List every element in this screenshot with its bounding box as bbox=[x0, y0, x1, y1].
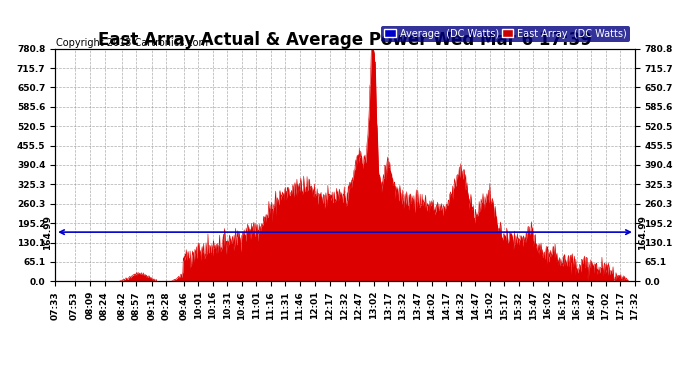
Title: East Array Actual & Average Power Wed Mar 6 17:39: East Array Actual & Average Power Wed Ma… bbox=[98, 31, 592, 49]
Legend: Average  (DC Watts), East Array  (DC Watts): Average (DC Watts), East Array (DC Watts… bbox=[381, 26, 630, 42]
Text: Copyright 2013 Cartronics.com: Copyright 2013 Cartronics.com bbox=[56, 38, 208, 48]
Text: 164.99: 164.99 bbox=[43, 214, 52, 250]
Text: 164.99: 164.99 bbox=[638, 214, 647, 250]
